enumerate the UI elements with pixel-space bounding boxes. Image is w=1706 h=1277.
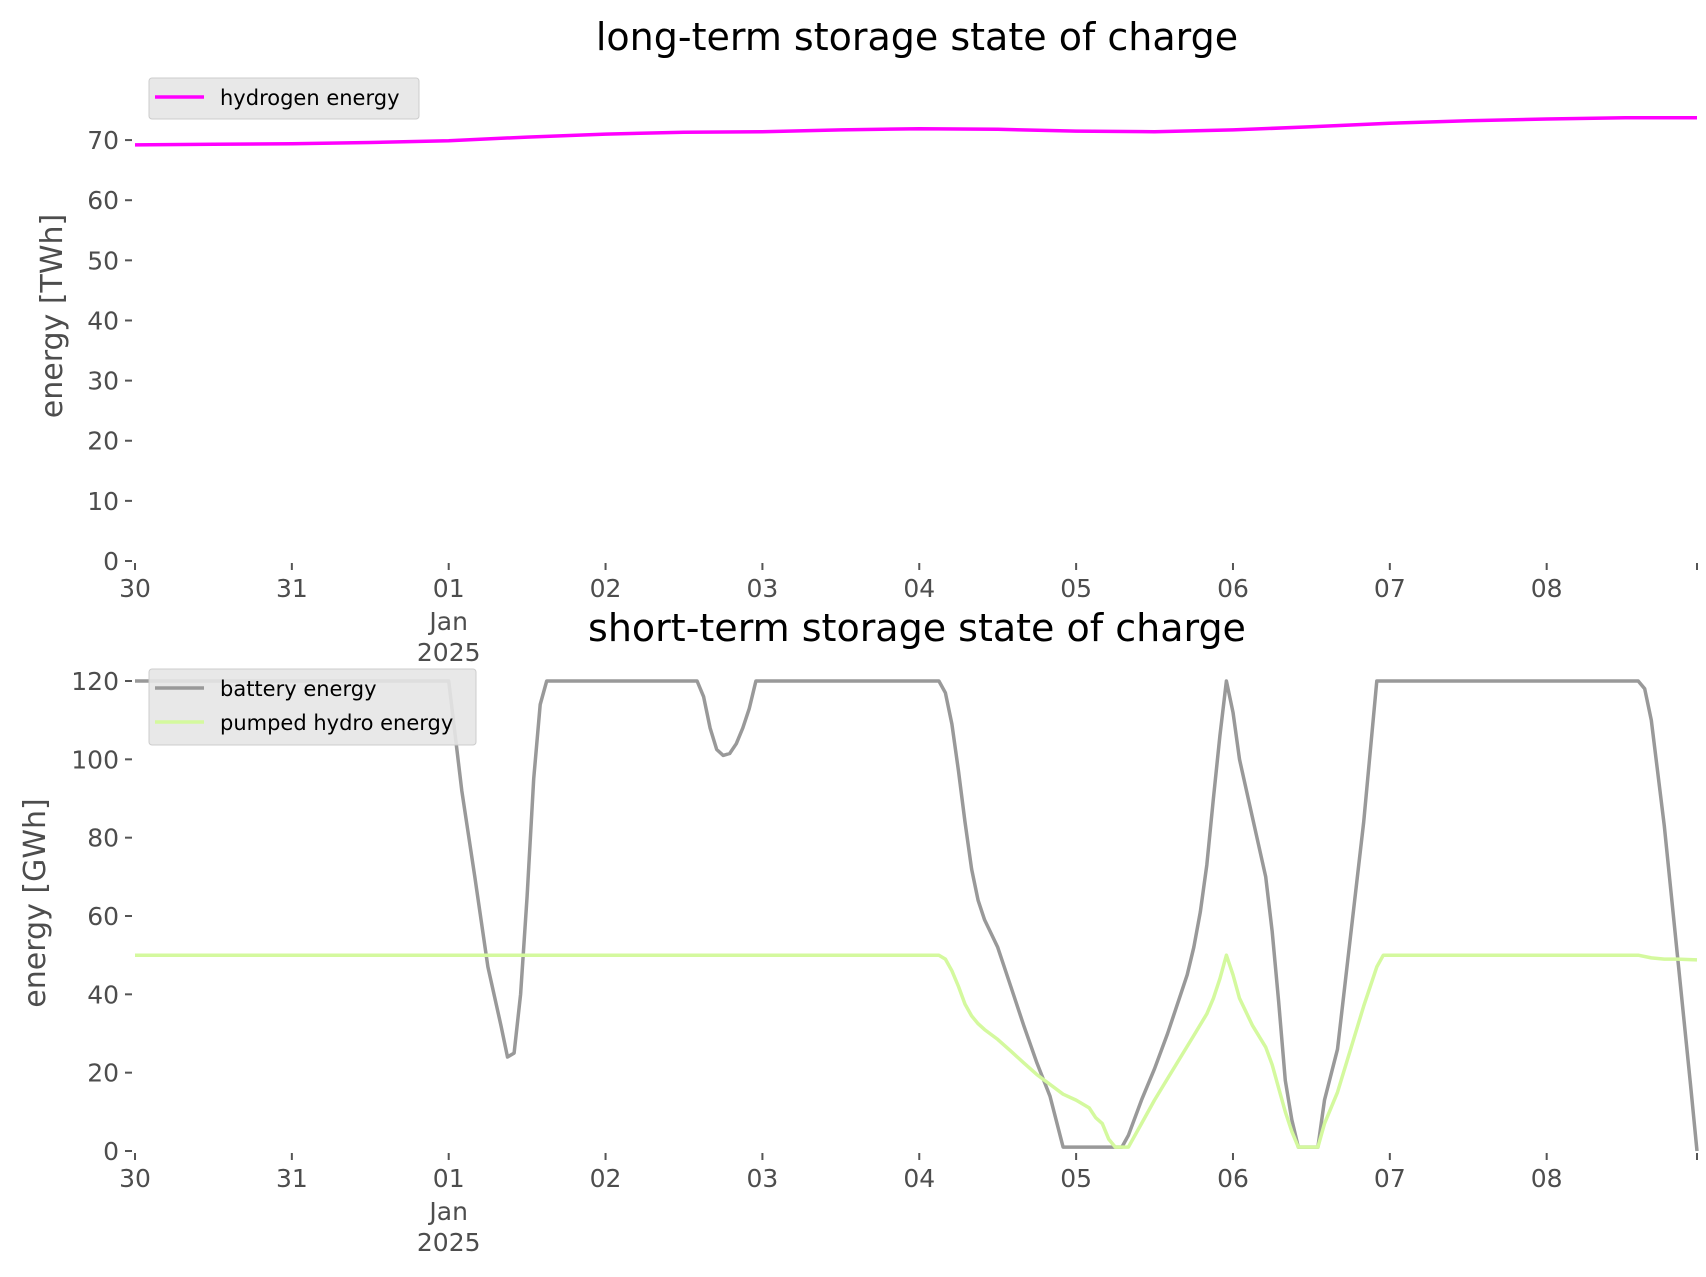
- x-tick-label: 05: [1060, 574, 1092, 603]
- short-term-y-ticks: 0 20 40 60 80 100 120: [71, 667, 132, 1166]
- x-tick-label: 01: [433, 574, 465, 603]
- y-tick-label: 40: [87, 980, 119, 1009]
- legend-box: [148, 77, 420, 120]
- legend-box: [148, 668, 477, 746]
- y-tick-label: 120: [71, 667, 119, 696]
- short-term-legend: battery energy pumped hydro energy: [148, 668, 477, 746]
- long-term-legend: hydrogen energy: [148, 77, 420, 120]
- x-tick-label: 31: [276, 574, 308, 603]
- x-tick-year-label: 2025: [417, 638, 481, 667]
- short-term-y-axis-label: energy [GWh]: [18, 798, 53, 1007]
- x-tick-label: 03: [747, 574, 779, 603]
- y-tick-label: 70: [87, 126, 119, 155]
- x-tick-label: 07: [1374, 1164, 1406, 1193]
- short-term-chart: short-term storage state of charge energ…: [18, 606, 1699, 1257]
- long-term-y-axis-label: energy [TWh]: [35, 214, 70, 418]
- x-tick-label: 05: [1060, 1164, 1092, 1193]
- x-tick-label: 31: [276, 1164, 308, 1193]
- x-tick-label: 07: [1374, 574, 1406, 603]
- legend-label-pumped-hydro: pumped hydro energy: [220, 711, 453, 735]
- x-tick-year-label: 2025: [417, 1228, 481, 1257]
- x-tick-label: 06: [1217, 574, 1249, 603]
- legend-label-hydrogen: hydrogen energy: [220, 86, 400, 110]
- x-tick-label: 03: [747, 1164, 779, 1193]
- x-tick-label: 02: [590, 574, 622, 603]
- x-tick-label: 01: [433, 1164, 465, 1193]
- long-term-y-ticks: 0 10 20 30 40 50 60 70: [87, 126, 132, 576]
- x-tick-label: 08: [1531, 574, 1563, 603]
- y-tick-label: 40: [87, 306, 119, 335]
- legend-label-battery: battery energy: [220, 677, 377, 701]
- short-term-series-lines: [135, 679, 1699, 1152]
- y-tick-label: 30: [87, 367, 119, 396]
- battery-energy-line: [135, 679, 1699, 1152]
- y-tick-label: 10: [87, 487, 119, 516]
- x-tick-label: 04: [903, 574, 935, 603]
- y-tick-label: 100: [71, 745, 119, 774]
- x-tick-label: 02: [590, 1164, 622, 1193]
- x-tick-month-label: Jan: [427, 607, 468, 636]
- long-term-series-lines: [134, 116, 1697, 147]
- long-term-chart: long-term storage state of charge energy…: [35, 15, 1698, 667]
- x-tick-label: 06: [1217, 1164, 1249, 1193]
- x-tick-month-label: Jan: [427, 1197, 468, 1226]
- y-tick-label: 20: [87, 427, 119, 456]
- hydrogen-energy-line: [134, 116, 1697, 147]
- y-tick-label: 0: [103, 1137, 119, 1166]
- y-tick-label: 60: [87, 902, 119, 931]
- y-tick-label: 80: [87, 824, 119, 853]
- pumped-hydro-energy-line: [135, 953, 1698, 1149]
- x-tick-label: 30: [119, 574, 151, 603]
- y-tick-label: 60: [87, 186, 119, 215]
- y-tick-label: 20: [87, 1059, 119, 1088]
- short-term-chart-title: short-term storage state of charge: [588, 606, 1246, 650]
- x-tick-label: 30: [119, 1164, 151, 1193]
- long-term-chart-title: long-term storage state of charge: [596, 15, 1238, 59]
- y-tick-label: 0: [103, 547, 119, 576]
- y-tick-label: 50: [87, 246, 119, 275]
- x-tick-label: 04: [903, 1164, 935, 1193]
- x-tick-label: 08: [1531, 1164, 1563, 1193]
